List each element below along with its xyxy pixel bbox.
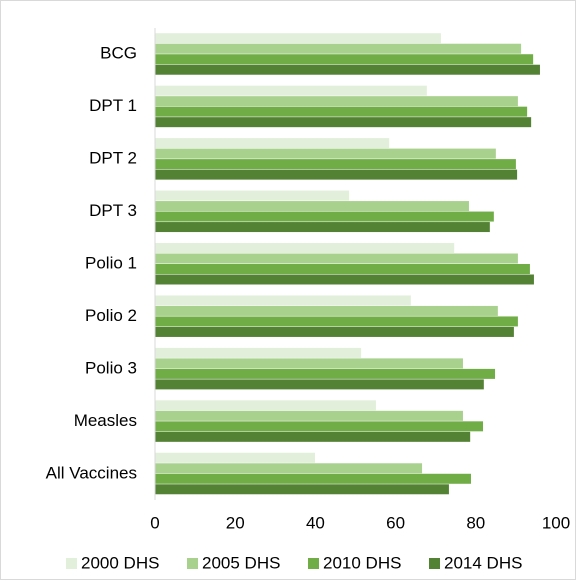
- y-tick-label: DPT 2: [89, 149, 137, 168]
- y-tick-label: DPT 3: [89, 201, 137, 220]
- bar: [155, 274, 534, 285]
- legend-label: 2010 DHS: [323, 553, 401, 572]
- bar: [155, 305, 498, 316]
- legend-swatch: [66, 558, 77, 569]
- y-tick-label: Measles: [74, 411, 137, 430]
- bar: [155, 222, 490, 233]
- x-tick-label: 0: [150, 513, 159, 532]
- bar: [155, 211, 494, 222]
- bar: [155, 484, 449, 495]
- x-tick-label: 100: [542, 513, 570, 532]
- bar: [155, 54, 534, 65]
- legend-swatch: [308, 558, 319, 569]
- bar: [155, 463, 423, 474]
- bar: [155, 431, 471, 442]
- x-tick-label: 40: [306, 513, 325, 532]
- y-tick-label: Polio 3: [85, 358, 137, 377]
- legend-label: 2014 DHS: [444, 553, 522, 572]
- bar: [155, 85, 427, 96]
- bar: [155, 159, 516, 170]
- y-tick-label: BCG: [100, 44, 137, 63]
- bar: [155, 253, 518, 264]
- legend-label: 2000 DHS: [81, 553, 159, 572]
- x-tick-label: 20: [226, 513, 245, 532]
- bar: [155, 347, 362, 358]
- bar: [155, 358, 463, 369]
- y-tick-label: Polio 2: [85, 306, 137, 325]
- legend-label: 2005 DHS: [202, 553, 280, 572]
- x-tick-label: 60: [386, 513, 405, 532]
- bar: [155, 33, 441, 44]
- bar: [155, 326, 514, 337]
- bar: [155, 243, 455, 253]
- bar: [155, 368, 496, 379]
- bar: [155, 148, 496, 159]
- y-tick-label: Polio 1: [85, 253, 137, 272]
- legend-swatch: [429, 558, 440, 569]
- bar: [155, 169, 518, 180]
- legend-swatch: [187, 558, 198, 569]
- bar: [155, 400, 376, 411]
- bar: [155, 316, 518, 327]
- bar: [155, 96, 518, 107]
- bar: [155, 106, 528, 117]
- bar: [155, 295, 411, 306]
- bar: [155, 43, 522, 54]
- x-tick-label: 80: [466, 513, 485, 532]
- y-tick-label: All Vaccines: [46, 463, 137, 482]
- bar: [155, 64, 540, 75]
- bar: [155, 452, 315, 463]
- bar: [155, 421, 484, 432]
- bar: [155, 201, 469, 212]
- bar: [155, 117, 532, 128]
- y-tick-label: DPT 1: [89, 96, 137, 115]
- bar: [155, 410, 463, 421]
- bar: [155, 264, 530, 274]
- bar: [155, 473, 471, 484]
- bar: [155, 190, 350, 201]
- bar: [155, 138, 390, 149]
- bar: [155, 379, 484, 390]
